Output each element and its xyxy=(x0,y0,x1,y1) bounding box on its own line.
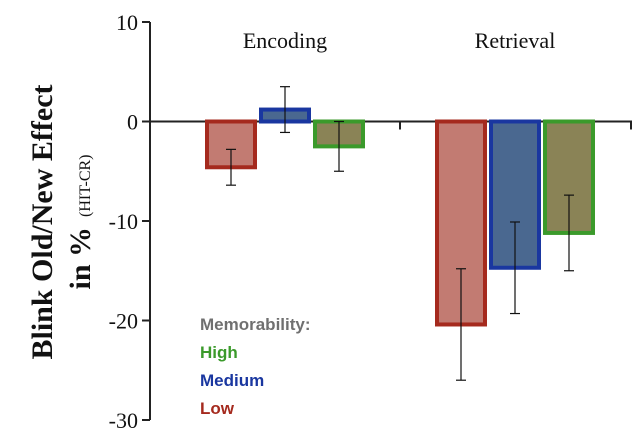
legend-item-medium: Medium xyxy=(200,371,264,390)
legend-item-high: High xyxy=(200,343,238,362)
y-tick-label: 0 xyxy=(127,110,138,135)
y-tick-label: -30 xyxy=(109,408,138,432)
group-label-retrieval: Retrieval xyxy=(475,28,556,53)
y-axis-label-line1: Blink Old/New Effect xyxy=(26,84,59,359)
legend: Memorability: High Medium Low xyxy=(200,315,311,418)
bars-layer xyxy=(205,107,595,327)
y-axis-label-unit: in % xyxy=(64,227,97,290)
legend-item-low: Low xyxy=(200,399,235,418)
group-labels: Encoding Retrieval xyxy=(243,28,555,53)
y-axis-label-line2: in % (HIT-CR) xyxy=(64,154,97,289)
y-tick-label: -10 xyxy=(109,209,138,234)
legend-title: Memorability: xyxy=(200,315,311,334)
y-axis-label: Blink Old/New Effect in % (HIT-CR) xyxy=(26,84,97,359)
group-label-encoding: Encoding xyxy=(243,28,327,53)
y-tick-label: -20 xyxy=(109,309,138,334)
y-axis-label-note: (HIT-CR) xyxy=(77,154,94,217)
error-bars-layer xyxy=(226,86,574,381)
y-tick-label: 10 xyxy=(116,10,138,35)
y-axis: 10 0 -10 -20 -30 xyxy=(109,10,151,432)
